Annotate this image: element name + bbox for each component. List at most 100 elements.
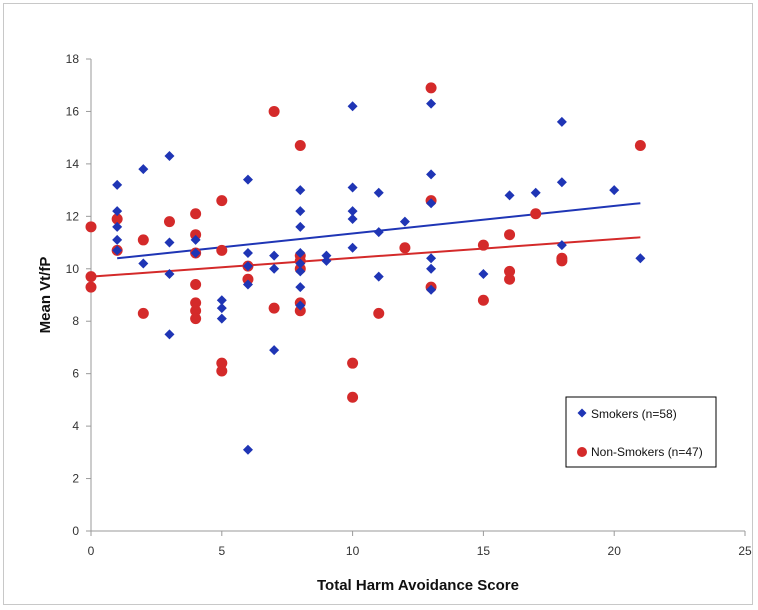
smoker-point — [112, 245, 123, 256]
x-tick-label: 15 — [477, 544, 491, 558]
smoker-point — [295, 221, 306, 232]
smoker-point — [478, 269, 489, 280]
nonsmoker-point — [190, 208, 202, 220]
smoker-point — [295, 206, 306, 217]
data-points — [85, 82, 646, 455]
smoker-point — [190, 234, 201, 245]
smoker-point — [556, 116, 567, 127]
legend-circle-icon — [577, 447, 587, 457]
nonsmoker-point — [85, 221, 97, 233]
legend: Smokers (n=58) Non-Smokers (n=47) — [565, 396, 717, 468]
nonsmoker-point — [137, 307, 149, 319]
x-tick-label: 20 — [608, 544, 622, 558]
smoker-point — [295, 248, 306, 259]
trend-lines — [90, 202, 641, 278]
nonsmoker-point — [268, 105, 280, 117]
smoker-point — [295, 282, 306, 293]
smoker-point — [242, 261, 253, 272]
nonsmoker-point — [111, 213, 123, 225]
nonsmoker-point — [556, 255, 568, 267]
nonsmoker-point — [190, 313, 202, 325]
smoker-point — [164, 151, 175, 162]
smoker-point — [347, 101, 358, 112]
nonsmoker-point — [190, 297, 202, 309]
smoker-point — [373, 187, 384, 198]
smoker-point — [347, 213, 358, 224]
nonsmokers-trend-line — [90, 236, 641, 278]
smoker-point — [295, 258, 306, 269]
smoker-point — [269, 345, 280, 356]
nonsmoker-point — [268, 302, 280, 314]
smoker-point — [242, 174, 253, 185]
nonsmoker-point — [216, 195, 228, 207]
smoker-point — [426, 169, 437, 180]
nonsmoker-point — [425, 82, 437, 94]
nonsmoker-point — [242, 273, 254, 285]
smoker-point — [164, 329, 175, 340]
nonsmoker-point — [190, 305, 202, 317]
smoker-point — [609, 185, 620, 196]
smoker-point — [426, 98, 437, 109]
nonsmoker-point — [85, 271, 97, 283]
smoker-point — [556, 240, 567, 251]
x-tick-label: 5 — [218, 544, 225, 558]
smoker-point — [399, 216, 410, 227]
smoker-point — [269, 250, 280, 261]
smoker-point — [216, 313, 227, 324]
nonsmoker-point — [137, 234, 149, 246]
smoker-point — [138, 258, 149, 269]
smoker-point — [530, 187, 541, 198]
y-tick-label: 4 — [72, 419, 79, 433]
nonsmoker-point — [347, 357, 359, 369]
smoker-point — [635, 253, 646, 264]
smoker-point — [164, 237, 175, 248]
smoker-point — [138, 164, 149, 175]
nonsmoker-point — [347, 391, 359, 403]
y-axis-title: Mean Vt/fP — [37, 257, 54, 334]
nonsmoker-point — [163, 216, 175, 228]
nonsmoker-point — [504, 229, 516, 241]
nonsmoker-point — [373, 307, 385, 319]
y-tick-label: 2 — [72, 472, 79, 486]
nonsmoker-point — [216, 365, 228, 377]
smoker-point — [373, 227, 384, 238]
smoker-point — [216, 295, 227, 306]
smoker-point — [347, 242, 358, 253]
smoker-point — [426, 263, 437, 274]
smoker-point — [295, 300, 306, 311]
legend-diamond-icon — [577, 408, 587, 418]
smoker-point — [504, 190, 515, 201]
smoker-point — [321, 255, 332, 266]
smoker-point — [295, 185, 306, 196]
x-tick-label: 0 — [88, 544, 95, 558]
nonsmoker-point — [294, 140, 306, 152]
nonsmoker-point — [294, 305, 306, 317]
x-tick-label: 10 — [346, 544, 360, 558]
chart-frame — [3, 3, 753, 605]
nonsmoker-point — [216, 357, 228, 369]
y-tick-label: 10 — [66, 262, 80, 276]
smoker-point — [373, 271, 384, 282]
y-tick-label: 6 — [72, 367, 79, 381]
smoker-point — [295, 266, 306, 277]
nonsmoker-point — [85, 281, 97, 293]
legend-box — [565, 396, 717, 468]
x-tick-label: 25 — [738, 544, 752, 558]
smoker-point — [556, 177, 567, 188]
smoker-point — [242, 279, 253, 290]
nonsmoker-point — [530, 208, 542, 220]
tick-labels: 0 2 4 6 8 10 12 14 16 18 0 5 10 15 20 25 — [66, 52, 752, 558]
x-axis-title: Total Harm Avoidance Score — [317, 577, 519, 594]
y-tick-label: 18 — [66, 52, 80, 66]
smoker-point — [164, 269, 175, 280]
nonsmoker-point — [477, 294, 489, 306]
smoker-point — [269, 263, 280, 274]
nonsmoker-point — [190, 279, 202, 291]
y-tick-label: 12 — [66, 209, 80, 223]
legend-label-smokers: Smokers (n=58) — [591, 407, 677, 421]
nonsmoker-point — [504, 265, 516, 277]
nonsmoker-point — [190, 229, 202, 241]
smoker-point — [426, 198, 437, 209]
y-tick-label: 14 — [66, 157, 80, 171]
